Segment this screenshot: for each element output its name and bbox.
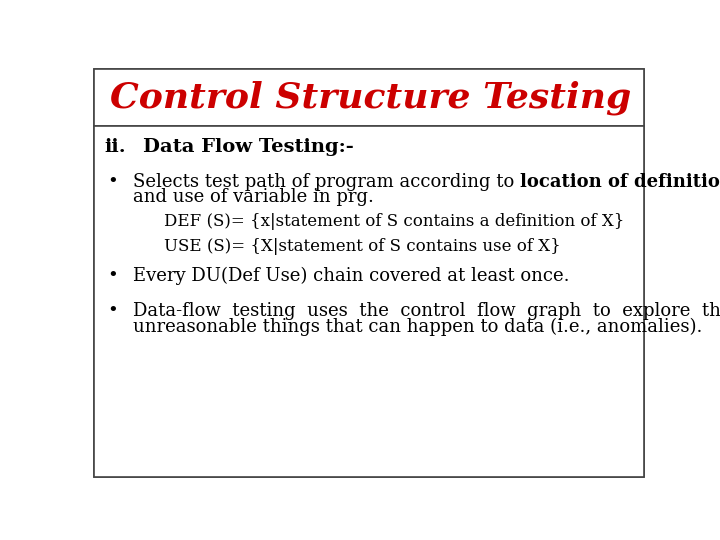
- Text: Selects test path of program according to: Selects test path of program according t…: [132, 173, 520, 191]
- Text: DEF (S)= {x|statement of S contains a definition of X}: DEF (S)= {x|statement of S contains a de…: [163, 213, 624, 230]
- Text: •: •: [107, 267, 118, 285]
- Text: and use of variable in prg.: and use of variable in prg.: [132, 188, 374, 206]
- Bar: [94, 126, 644, 477]
- Text: Every DU(Def Use) chain covered at least once.: Every DU(Def Use) chain covered at least…: [132, 267, 569, 285]
- Text: USE (S)= {X|statement of S contains use of X}: USE (S)= {X|statement of S contains use …: [163, 238, 560, 255]
- Text: Data-flow  testing  uses  the  control  flow  graph  to  explore  the: Data-flow testing uses the control flow …: [132, 302, 720, 320]
- Text: unreasonable things that can happen to data (i.e., anomalies).: unreasonable things that can happen to d…: [132, 318, 702, 335]
- Text: •: •: [107, 173, 118, 191]
- Text: Data Flow Testing:-: Data Flow Testing:-: [143, 138, 354, 156]
- Bar: [94, 69, 644, 126]
- Text: ii.: ii.: [104, 138, 125, 156]
- Text: •: •: [107, 302, 118, 320]
- Text: location of definition: location of definition: [520, 173, 720, 191]
- Text: Control Structure Testing: Control Structure Testing: [110, 80, 631, 115]
